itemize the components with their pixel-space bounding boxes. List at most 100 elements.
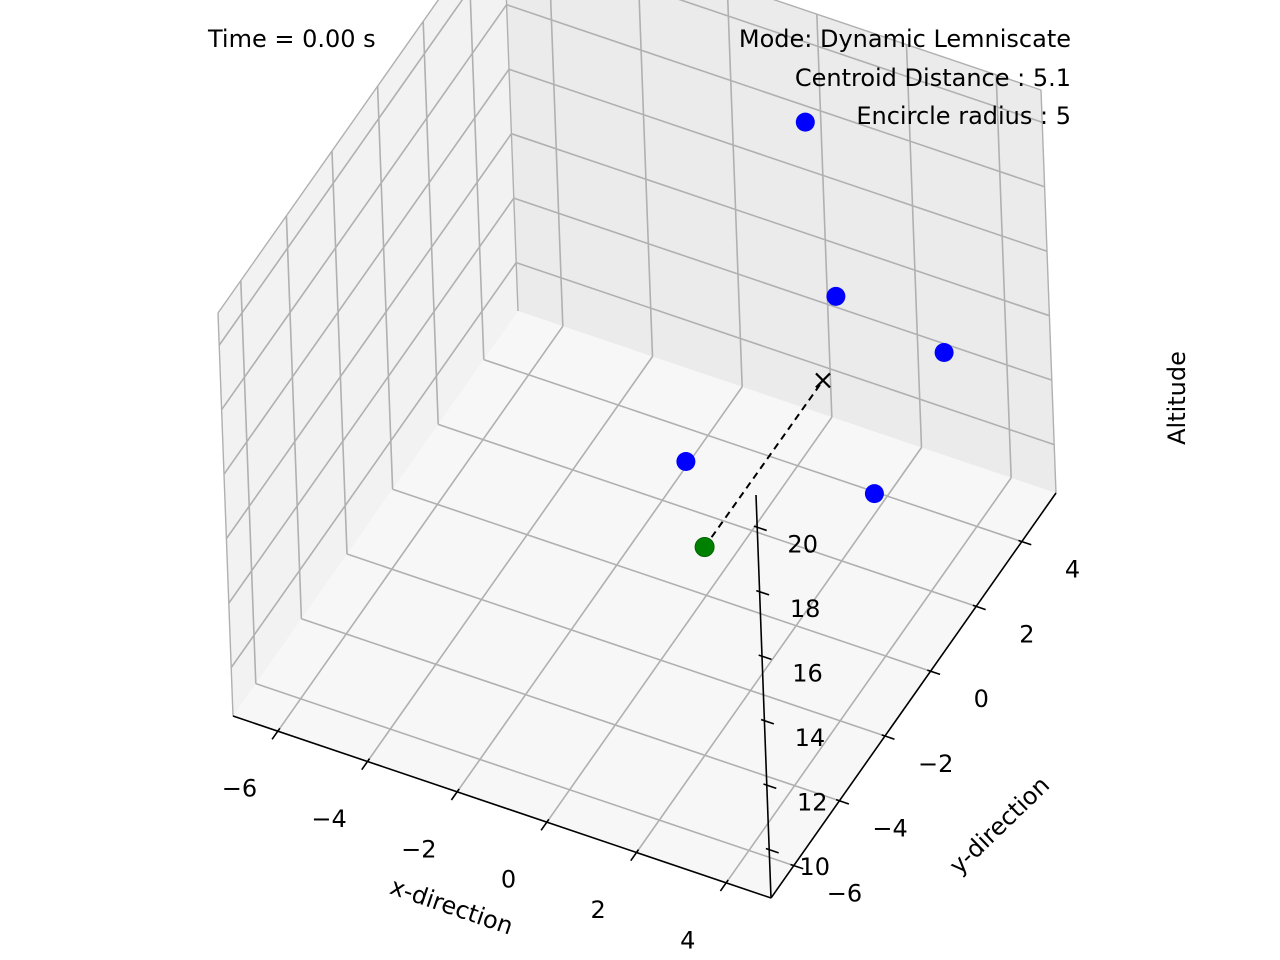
grid-line-y-left (240, 280, 257, 684)
centroid-marker (815, 372, 831, 389)
time-annotation: Time = 0.00 s (207, 25, 376, 53)
x-tick-label: −6 (222, 775, 257, 803)
z-axis-label: Altitude (1163, 351, 1191, 445)
grid-line-x-back (995, 74, 1012, 478)
grid-line-x-floor (456, 386, 743, 793)
agent-point (864, 484, 884, 504)
pane-edge (217, 312, 234, 717)
grid-line-x-floor (725, 477, 1012, 884)
x-tick (719, 879, 729, 892)
x-tick (540, 818, 550, 831)
y-tick-label: 2 (1019, 620, 1034, 648)
y-tick-label: 4 (1065, 556, 1080, 584)
x-tick (361, 758, 371, 771)
centroid-connector-line (703, 379, 824, 548)
x-tick-label: −4 (311, 805, 346, 833)
grid-line-y-left (331, 150, 348, 555)
pane-edge (772, 0, 1042, 91)
mode-annotation: Mode: Dynamic Lemniscate (739, 25, 1071, 53)
y-tick-label: 0 (974, 685, 989, 713)
x-tick-label: 2 (590, 896, 605, 924)
agent-point (795, 112, 815, 132)
tick-marks (271, 525, 1032, 892)
x-tick (630, 849, 640, 862)
z-tick-label: 12 (797, 789, 828, 817)
x-axis-label: x-direction (387, 872, 517, 940)
z-tick-label: 10 (799, 853, 830, 881)
centroid-distance-annotation: Centroid Distance : 5.1 (795, 64, 1071, 92)
x-tick (450, 788, 460, 801)
y-tick-label: −6 (827, 880, 862, 908)
x-tick (271, 727, 281, 740)
leader-point (694, 537, 715, 557)
grid-line-x-floor (277, 325, 564, 732)
grid-line-z-back (515, 261, 1055, 446)
grid-line-y-left (469, 0, 485, 360)
pane-edge (217, 0, 440, 314)
agent-point (676, 452, 696, 471)
x-axis-line (232, 715, 772, 899)
y-tick-label: −2 (918, 750, 953, 778)
y-tick (972, 604, 986, 611)
y-tick (1018, 539, 1032, 546)
grid-line-y-floor (483, 358, 1023, 543)
grid-line-x-floor (366, 356, 654, 762)
grid-line-x-back (549, 0, 564, 327)
y-axis-label: y-direction (944, 771, 1055, 880)
grid-lines (218, 0, 1055, 884)
grid-line-x-back (726, 0, 743, 387)
grid-line-z-left (223, 68, 510, 475)
x-tick-label: 4 (680, 926, 695, 954)
z-tick-label: 20 (787, 531, 818, 559)
grid-line-y-floor (301, 618, 840, 802)
grid-line-y-left (285, 215, 303, 619)
tick-labels: −6 −4 −2 0 2 4 −6 −4 −2 0 2 4 10 12 14 16 18 20 (222, 531, 1080, 955)
left-pane (218, 0, 518, 716)
grid-line-x-back (816, 14, 833, 418)
x-tick-label: 0 (501, 866, 516, 894)
floor-pane (233, 311, 1056, 898)
pane-edge (505, 0, 519, 312)
grid-line-z-left (218, 0, 464, 346)
z-axis-line (755, 494, 772, 899)
grid-line-y-left (376, 86, 394, 490)
pane-edge (1040, 89, 1057, 494)
z-tick-label: 14 (795, 724, 826, 752)
grid-line-y-floor (392, 488, 931, 672)
grid-line-z-back (511, 132, 1050, 317)
grid-line-x-back (905, 44, 923, 448)
grid-line-z-left (228, 197, 515, 604)
encircle-radius-annotation: Encircle radius : 5 (856, 102, 1071, 130)
grid-line-y-left (422, 21, 439, 425)
y-tick (927, 669, 941, 676)
z-tick (758, 654, 772, 661)
z-tick (760, 718, 775, 725)
grid-line-x-floor (635, 447, 923, 853)
grid-line-z-left (220, 4, 508, 411)
grid-line-x-floor (546, 416, 833, 823)
x-tick-label: −2 (401, 835, 436, 863)
y-tick-label: −4 (872, 815, 907, 843)
grid-line-y-floor (437, 423, 977, 608)
y-tick (835, 798, 850, 805)
y-tick (790, 863, 804, 870)
z-tick (753, 525, 767, 532)
agent-point (826, 286, 846, 306)
grid-line-z-back (513, 197, 1053, 381)
grid-line-y-floor (346, 553, 886, 737)
grid-line-y-floor (255, 682, 795, 867)
z-tick-label: 18 (790, 595, 821, 623)
y-axis-line (770, 492, 1057, 899)
grid-line-z-back (678, 0, 1043, 123)
z-tick (765, 847, 779, 854)
z-tick (763, 783, 777, 790)
grid-line-x-back (638, 0, 654, 357)
agent-point (934, 343, 954, 362)
y-tick (881, 734, 895, 740)
z-tick-label: 16 (792, 660, 823, 688)
z-tick (756, 589, 770, 596)
grid-line-z-back (508, 68, 1048, 252)
grid-line-z-left (225, 133, 513, 540)
